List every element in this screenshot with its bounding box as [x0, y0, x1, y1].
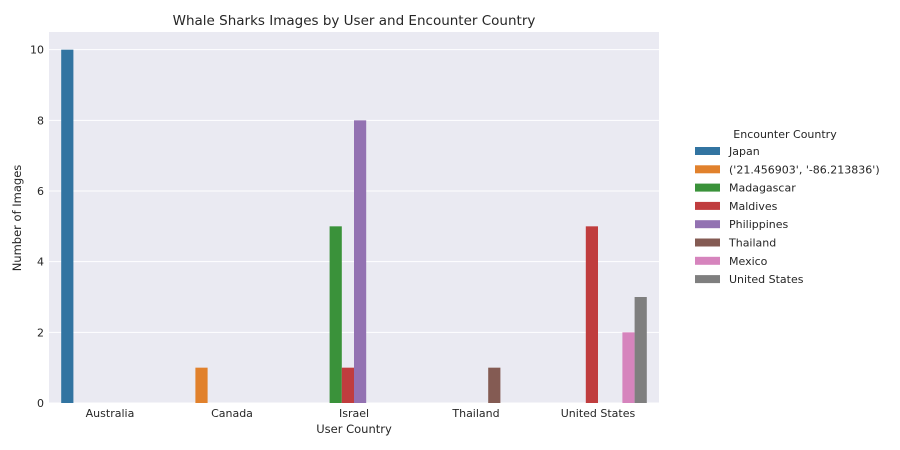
legend-swatch — [695, 220, 720, 229]
legend-swatch — [695, 183, 720, 192]
legend-entry: Madagascar — [729, 182, 796, 195]
y-tick-label: 4 — [37, 256, 44, 269]
y-axis-label: Number of Images — [10, 165, 24, 272]
x-tick-label: Canada — [211, 407, 253, 420]
legend-title: Encounter Country — [733, 128, 837, 141]
legend-swatch — [695, 238, 720, 247]
y-tick-labels: 0 2 4 6 8 10 — [30, 44, 44, 410]
y-tick-label: 8 — [37, 114, 44, 127]
bar-japan-0 — [61, 49, 74, 404]
bar-thailand-3 — [488, 367, 501, 403]
x-tick-label: Australia — [86, 407, 135, 420]
legend-entry: Philippines — [729, 218, 789, 231]
bar-21-456903-86-213836-1 — [195, 367, 208, 403]
x-tick-label: Thailand — [451, 407, 499, 420]
bar-mexico-4 — [622, 332, 635, 403]
legend-entry: Mexico — [729, 255, 768, 268]
x-tick-label: Israel — [339, 407, 369, 420]
y-tick-label: 2 — [37, 326, 44, 339]
bar-maldives-4 — [585, 226, 598, 403]
legend-swatch — [695, 256, 720, 265]
x-tick-labels: Australia Canada Israel Thailand United Stat… — [86, 407, 636, 420]
x-axis-label: User Country — [316, 422, 392, 436]
legend-entry: ('21.456903', '-86.213836') — [729, 163, 880, 176]
y-tick-label: 6 — [37, 185, 44, 198]
legend-swatch — [695, 201, 720, 210]
bar-philippines-2 — [354, 120, 367, 403]
y-tick-label: 10 — [30, 44, 44, 57]
bar-united-states-4 — [634, 297, 647, 403]
x-tick-label: United States — [561, 407, 636, 420]
legend-swatch — [695, 165, 720, 174]
legend-entry: Japan — [728, 145, 760, 158]
legend-entry: Thailand — [728, 237, 776, 250]
legend-entry: United States — [729, 273, 804, 286]
chart-title: Whale Sharks Images by User and Encounte… — [173, 13, 536, 29]
legend-swatch — [695, 147, 720, 155]
y-tick-label: 0 — [37, 397, 44, 410]
bar-maldives-2 — [341, 367, 354, 403]
bar-madagascar-2 — [329, 226, 342, 403]
legend-entry: Maldives — [729, 200, 778, 213]
bars — [61, 49, 647, 404]
legend-swatch — [695, 275, 720, 284]
legend: Encounter Country Japan ('21.456903', '-8… — [682, 118, 888, 296]
